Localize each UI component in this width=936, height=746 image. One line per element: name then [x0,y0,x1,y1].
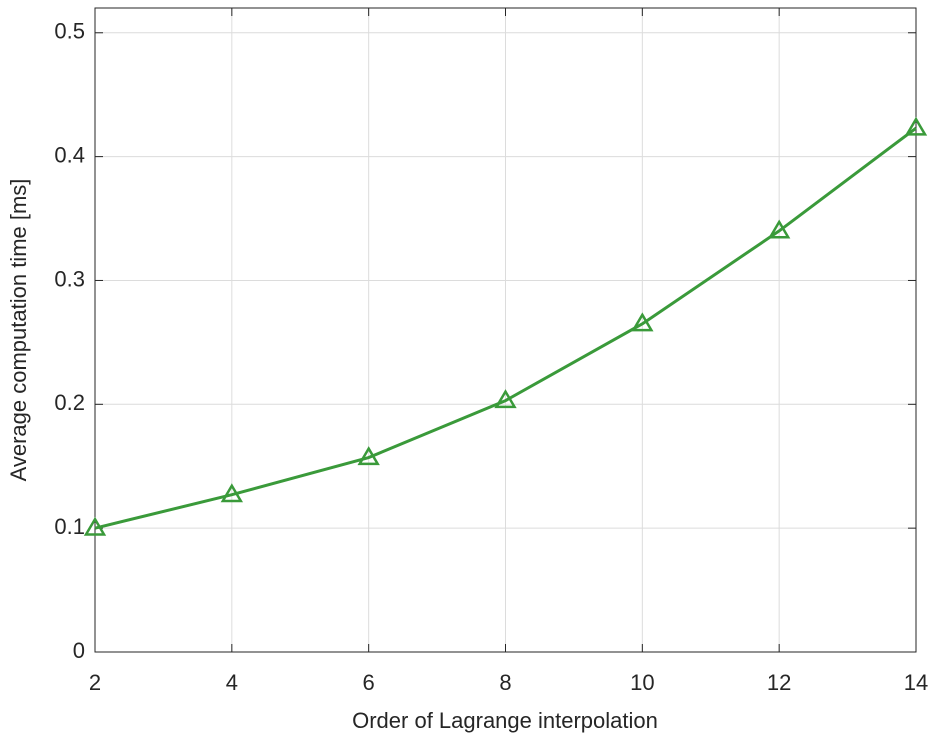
x-tick-label: 8 [499,670,511,695]
y-tick-label: 0.5 [54,19,85,44]
x-tick-label: 2 [89,670,101,695]
marker [767,219,791,239]
y-tick-label: 0.4 [54,142,85,167]
x-tick-label: 10 [630,670,654,695]
marker [83,516,107,536]
y-tick-label: 0.1 [54,514,85,539]
y-axis-label: Average computation time [ms] [6,179,31,482]
marker [220,483,244,503]
x-tick-label: 12 [767,670,791,695]
marker [357,446,380,466]
marker [494,389,517,409]
x-tick-label: 6 [363,670,375,695]
marker [904,116,928,136]
y-tick-label: 0.2 [54,390,85,415]
line [94,126,917,530]
y-tick-label: 0.3 [54,266,85,291]
x-tick-label: 14 [904,670,928,695]
marker [631,312,654,332]
plot-frame [94,7,917,653]
x-axis-label: Order of Lagrange interpolation [352,708,658,733]
y-tick-label: 0 [73,638,85,663]
x-tick-label: 4 [226,670,238,695]
